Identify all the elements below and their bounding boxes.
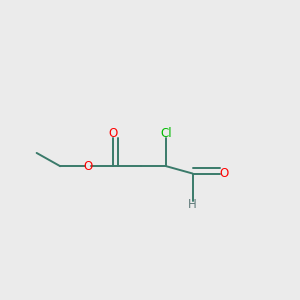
Text: H: H <box>188 198 197 211</box>
Text: O: O <box>219 167 228 180</box>
Text: Cl: Cl <box>160 127 172 140</box>
Text: O: O <box>83 160 93 173</box>
Text: O: O <box>109 127 118 140</box>
